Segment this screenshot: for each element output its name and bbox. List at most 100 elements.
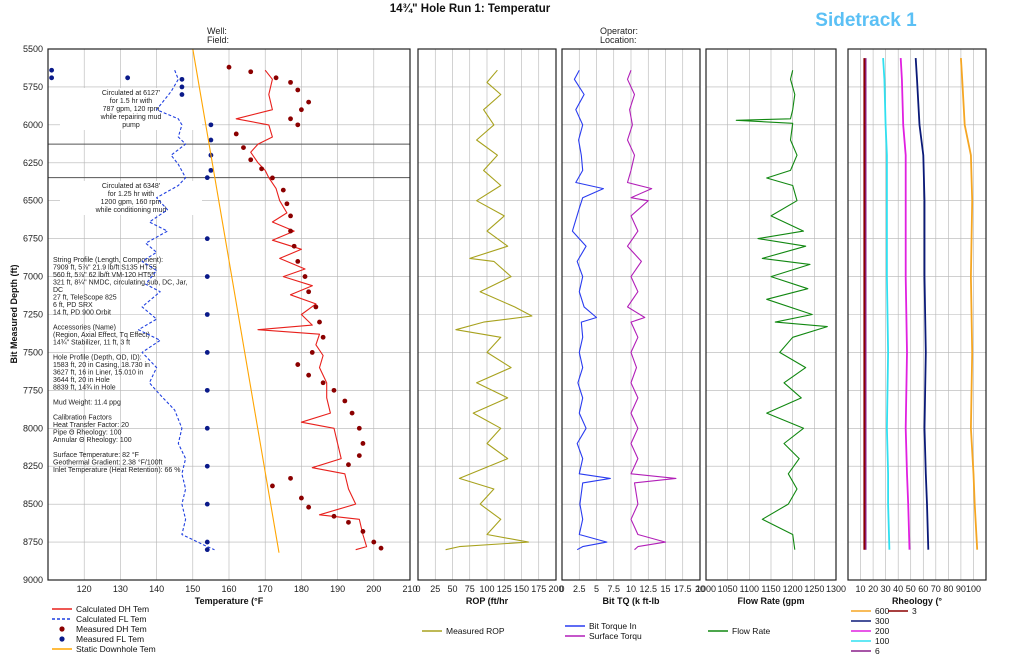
parameter-info-block: String Profile (Length, Component):7909 …: [53, 257, 187, 474]
info-text: Hole Profile (Depth, OD, ID):: [53, 355, 142, 362]
info-text: 1583 ft, 20 in Casing, 18.730 in: [53, 362, 150, 369]
data-point-meas-dh: [280, 187, 286, 193]
x-tick-label-temperature: 200: [366, 584, 381, 594]
legend-item-rheology: 100: [851, 636, 889, 646]
note-text: while repairing mud: [100, 114, 162, 121]
legend-item-rop: Measured ROP: [422, 626, 505, 636]
data-point-meas-dh: [331, 387, 337, 393]
note-text: for 1.5 hr with: [110, 98, 153, 105]
data-point-meas-dh: [226, 64, 232, 70]
series-line-r600: [960, 58, 979, 550]
x-tick-label-temperature: 150: [185, 584, 200, 594]
x-tick-label-rop: 75: [465, 584, 475, 594]
note-background: [60, 88, 202, 130]
data-point-meas-fl: [125, 75, 131, 81]
data-point-meas-dh: [288, 228, 293, 234]
legend-item-temperature: Measured DH Tem: [59, 624, 147, 634]
legend-label: Measured ROP: [446, 626, 505, 636]
legend-item-rheology: 200: [851, 626, 889, 636]
y-tick-label: 6000: [23, 120, 43, 130]
x-tick-label-rop: 0: [415, 584, 420, 594]
x-tick-label-temperature: 140: [149, 584, 164, 594]
x-tick-label-temperature: 190: [330, 584, 345, 594]
data-point-meas-dh: [306, 504, 312, 510]
x-tick-label-flow: 1000: [696, 584, 716, 594]
data-point-meas-fl: [204, 236, 210, 242]
data-point-meas-fl: [204, 547, 210, 553]
x-tick-label-rop: 50: [447, 584, 457, 594]
track-frame-temperature: [47, 48, 411, 581]
x-tick-label-torque: 2.5: [573, 584, 586, 594]
y-tick-label: 9000: [23, 575, 43, 585]
legend-item-temperature: Calculated FL Tem: [52, 614, 146, 624]
x-tick-label-torque: 7.5: [607, 584, 620, 594]
sidetrack-label: Sidetrack 1: [815, 10, 917, 31]
info-text: 3627 ft, 16 in Liner, 15.010 in: [53, 370, 143, 377]
data-point-meas-dh: [317, 319, 322, 325]
legend-item-torque: Surface Torqu: [565, 631, 642, 641]
info-text: 3644 ft, 20 in Hole: [53, 377, 110, 384]
info-text: DC: [53, 287, 63, 294]
data-point-meas-fl: [204, 387, 210, 393]
x-tick-label-rop: 125: [497, 584, 512, 594]
info-text: 14 ft, PD 900 Orbit: [53, 310, 111, 317]
info-text: 27 ft, TeleScope 825: [53, 295, 117, 302]
axis-layer: 120 130 140 150 160 170 180 190 200 210Temperatur…: [23, 44, 987, 606]
field-label: Field:: [207, 35, 229, 45]
data-point-meas-dh: [320, 380, 326, 386]
x-axis-label-torque: Bit TQ (k ft-lb: [603, 596, 660, 606]
legend-label: 300: [875, 616, 889, 626]
x-tick-label-flow: 1250: [804, 584, 824, 594]
chart-title: 14¾" Hole Run 1: Temperatur: [390, 3, 551, 15]
data-point-meas-dh: [299, 495, 304, 501]
legend-label: 200: [875, 626, 889, 636]
x-tick-label-torque: 17.5: [674, 584, 692, 594]
y-axis-label: Bit Measured Depth (ft): [9, 264, 19, 363]
x-tick-label-rheology: 80: [943, 584, 953, 594]
y-tick-label: 7500: [23, 347, 43, 357]
x-tick-label-rheology: 100: [966, 584, 981, 594]
data-point-meas-fl: [204, 539, 210, 545]
series-line-surface-torque: [626, 70, 677, 551]
x-tick-label-rop: 100: [479, 584, 494, 594]
info-text: (Region, Axial Effect, Tq Effect): [53, 332, 150, 339]
legend-item-temperature: Calculated DH Tem: [52, 604, 149, 614]
data-point-meas-dh: [295, 259, 301, 264]
note-text: Circulated at 6348': [102, 183, 160, 190]
x-tick-label-temperature: 180: [294, 584, 309, 594]
x-axis-label-flow: Flow Rate (gpm: [738, 596, 805, 606]
x-tick-label-torque: 20: [695, 584, 705, 594]
x-tick-label-torque: 12.5: [639, 584, 657, 594]
data-point-meas-dh: [306, 289, 312, 295]
note-text: 787 gpm, 120 rpm: [103, 106, 160, 113]
data-point-meas-dh: [349, 410, 355, 416]
data-point-meas-dh: [309, 350, 315, 355]
x-axis-label-rheology: Rheology (°: [892, 596, 942, 606]
legend-label: Static Downhole Tem: [76, 644, 156, 654]
data-point-meas-fl: [208, 122, 214, 128]
data-point-meas-fl: [49, 75, 55, 81]
location-label: Location:: [600, 35, 637, 45]
data-point-meas-fl: [179, 84, 185, 90]
data-point-meas-dh: [288, 475, 293, 481]
data-point-meas-dh: [346, 462, 351, 468]
data-point-meas-fl: [204, 312, 210, 317]
legend-label: Measured DH Tem: [76, 624, 147, 634]
info-text: 6 ft, PD SRX: [53, 302, 93, 309]
data-point-meas-dh: [273, 75, 279, 81]
y-tick-label: 6750: [23, 234, 43, 244]
data-point-meas-dh: [299, 107, 304, 113]
x-tick-label-temperature: 210: [402, 584, 417, 594]
data-point-meas-fl: [204, 350, 210, 355]
series-line-static: [192, 48, 280, 553]
note-text: 1200 gpm, 160 rpm: [101, 199, 162, 206]
y-tick-label: 7750: [23, 385, 43, 395]
note-text: pump: [122, 122, 140, 129]
data-point-meas-fl: [204, 274, 210, 279]
data-point-meas-dh: [259, 166, 264, 172]
x-tick-label-flow: 1150: [761, 584, 780, 594]
